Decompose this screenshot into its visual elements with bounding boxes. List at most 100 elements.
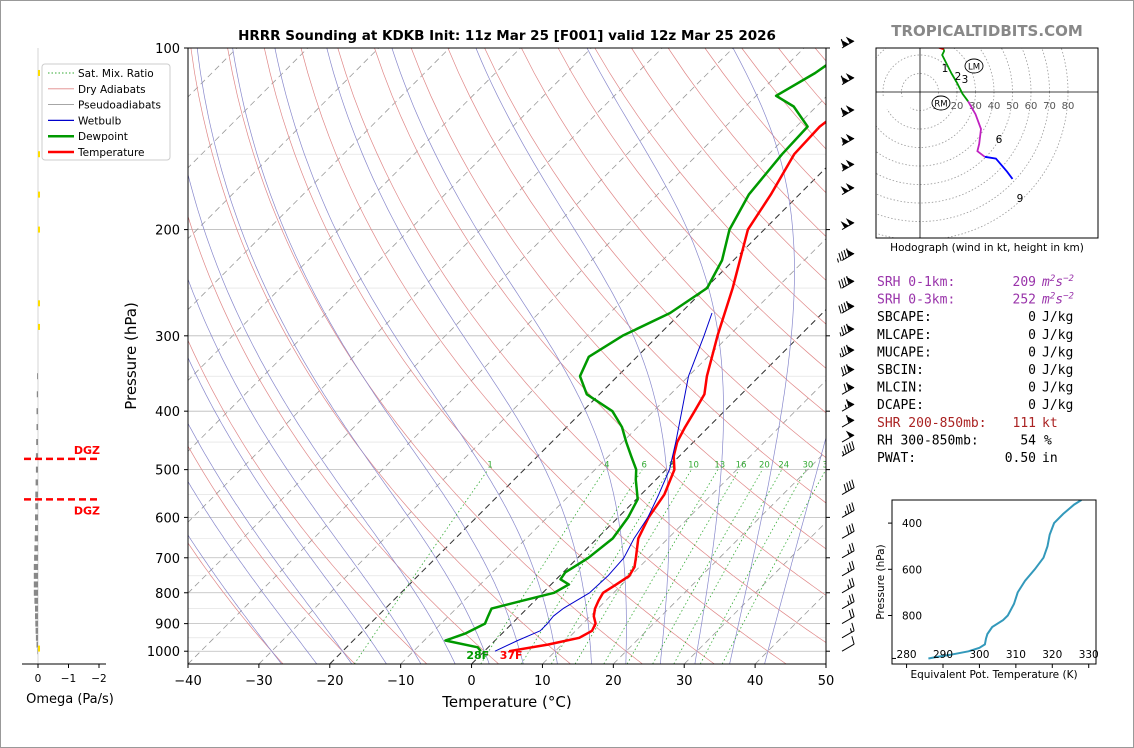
hodo-storm-marker [931, 95, 951, 111]
param-unit: J/kg [1042, 345, 1073, 360]
barb-flag [840, 75, 845, 84]
x-tick-label: −10 [387, 674, 414, 689]
theta-e-x-tick-label: 330 [1079, 649, 1099, 661]
barb-flag [851, 577, 855, 586]
wind-barb [841, 523, 855, 539]
barb-staff [841, 187, 855, 196]
barb-staff [841, 616, 855, 625]
barb-flag [838, 280, 842, 289]
barb-flag [848, 562, 853, 571]
y-tick-label: 300 [155, 330, 180, 345]
param-value: 0 [1028, 345, 1036, 360]
wind-barb [841, 399, 855, 412]
wind-barb [841, 441, 855, 457]
barb-flag [848, 544, 853, 553]
theta-e-x-tick-label: 290 [933, 649, 953, 661]
wind-barb [840, 105, 855, 118]
barb-pennant [840, 76, 849, 84]
barb-pennant [845, 324, 855, 332]
barb-flag [838, 252, 842, 262]
dry-adiabat-line [263, 48, 715, 664]
sfc-temp-label: 37F [500, 649, 523, 662]
omega-bar [33, 572, 38, 579]
theta-e-x-tick-label: 310 [1006, 649, 1026, 661]
barb-flag [851, 608, 855, 617]
isotherm-line [542, 379, 826, 664]
y-tick-label: 900 [155, 618, 180, 633]
param-label: MUCAPE: [877, 345, 932, 360]
wind-barb [841, 608, 855, 625]
hodo-segment [967, 100, 986, 158]
wind-barb [841, 560, 855, 577]
hodo-ring-label: 70 [1043, 101, 1056, 112]
barb-flag [846, 505, 850, 514]
theta-e-y-tick-label: 600 [902, 564, 922, 576]
omega-bar [35, 634, 38, 641]
barb-staff [841, 643, 855, 652]
barb-flag [848, 481, 853, 490]
omega-bar [35, 627, 38, 634]
barb-flag [840, 326, 845, 335]
omega-bar [33, 563, 38, 570]
omega-bar [35, 453, 38, 460]
mixing-ratio-label: 13 [714, 461, 725, 471]
isotherm-line [188, 48, 663, 523]
omega-bar-yellow [38, 300, 40, 307]
barb-pennant [845, 183, 855, 191]
isotherm-zero-line [471, 308, 826, 664]
omega-bar [35, 491, 38, 498]
param-value: 0 [1028, 328, 1036, 343]
omega-bar [35, 605, 38, 612]
barb-flag [840, 367, 845, 376]
param-value: 0 [1028, 381, 1036, 396]
omega-bar [35, 525, 38, 532]
wind-barbs [836, 36, 855, 652]
barb-half-flag [847, 567, 850, 572]
omega-bar [34, 535, 38, 542]
param-unit: kt [1042, 416, 1058, 431]
moist-adiabat-line [188, 534, 282, 664]
barb-flag [846, 382, 850, 391]
x-tick-label: 20 [605, 674, 622, 689]
series-temperature-line [508, 120, 826, 653]
omega-bar-yellow [38, 226, 40, 233]
barb-staff [841, 550, 855, 559]
theta-e-y-label: Pressure (hPa) [875, 544, 887, 619]
param-unit: J/kg [1042, 328, 1073, 343]
barb-flag [846, 275, 850, 285]
isotherm-line [258, 96, 826, 664]
omega-bar-yellow [38, 69, 40, 76]
mixing-ratio-label: 36 [822, 461, 833, 471]
moist-adiabat-line [326, 48, 592, 664]
skewt-plot: 1468101316202430361002003004005006007008… [41, 42, 834, 711]
legend-entry: Wetbulb [78, 115, 122, 127]
barb-pennant [840, 162, 849, 170]
barb-flag [846, 323, 850, 332]
barb-pennant [845, 430, 855, 438]
moist-adiabat-line [188, 480, 318, 664]
hodo-ring-label: 50 [1006, 101, 1019, 112]
barb-staff [841, 601, 855, 610]
barb-staff [841, 222, 855, 231]
barb-flag [851, 593, 855, 602]
isotherm-line [188, 48, 592, 452]
barb-flag [851, 542, 855, 551]
param-label: DCAPE: [877, 398, 924, 413]
mixing-ratio-line [626, 469, 740, 664]
barb-flag [846, 399, 850, 408]
wind-barb [841, 382, 855, 395]
wind-barb [841, 542, 855, 559]
barb-pennant [845, 276, 855, 284]
hodo-frame [875, 47, 1099, 239]
omega-bar [34, 597, 38, 604]
omega-bar [35, 503, 38, 510]
barb-pennant [845, 218, 855, 226]
wind-barb [840, 183, 855, 196]
barb-flag [840, 347, 845, 356]
theta-e-line [928, 500, 1082, 660]
barb-pennant [845, 345, 855, 353]
wind-barb [840, 73, 855, 86]
series-wetbulb-line [494, 312, 713, 652]
moist-adiabat-line [188, 278, 422, 664]
